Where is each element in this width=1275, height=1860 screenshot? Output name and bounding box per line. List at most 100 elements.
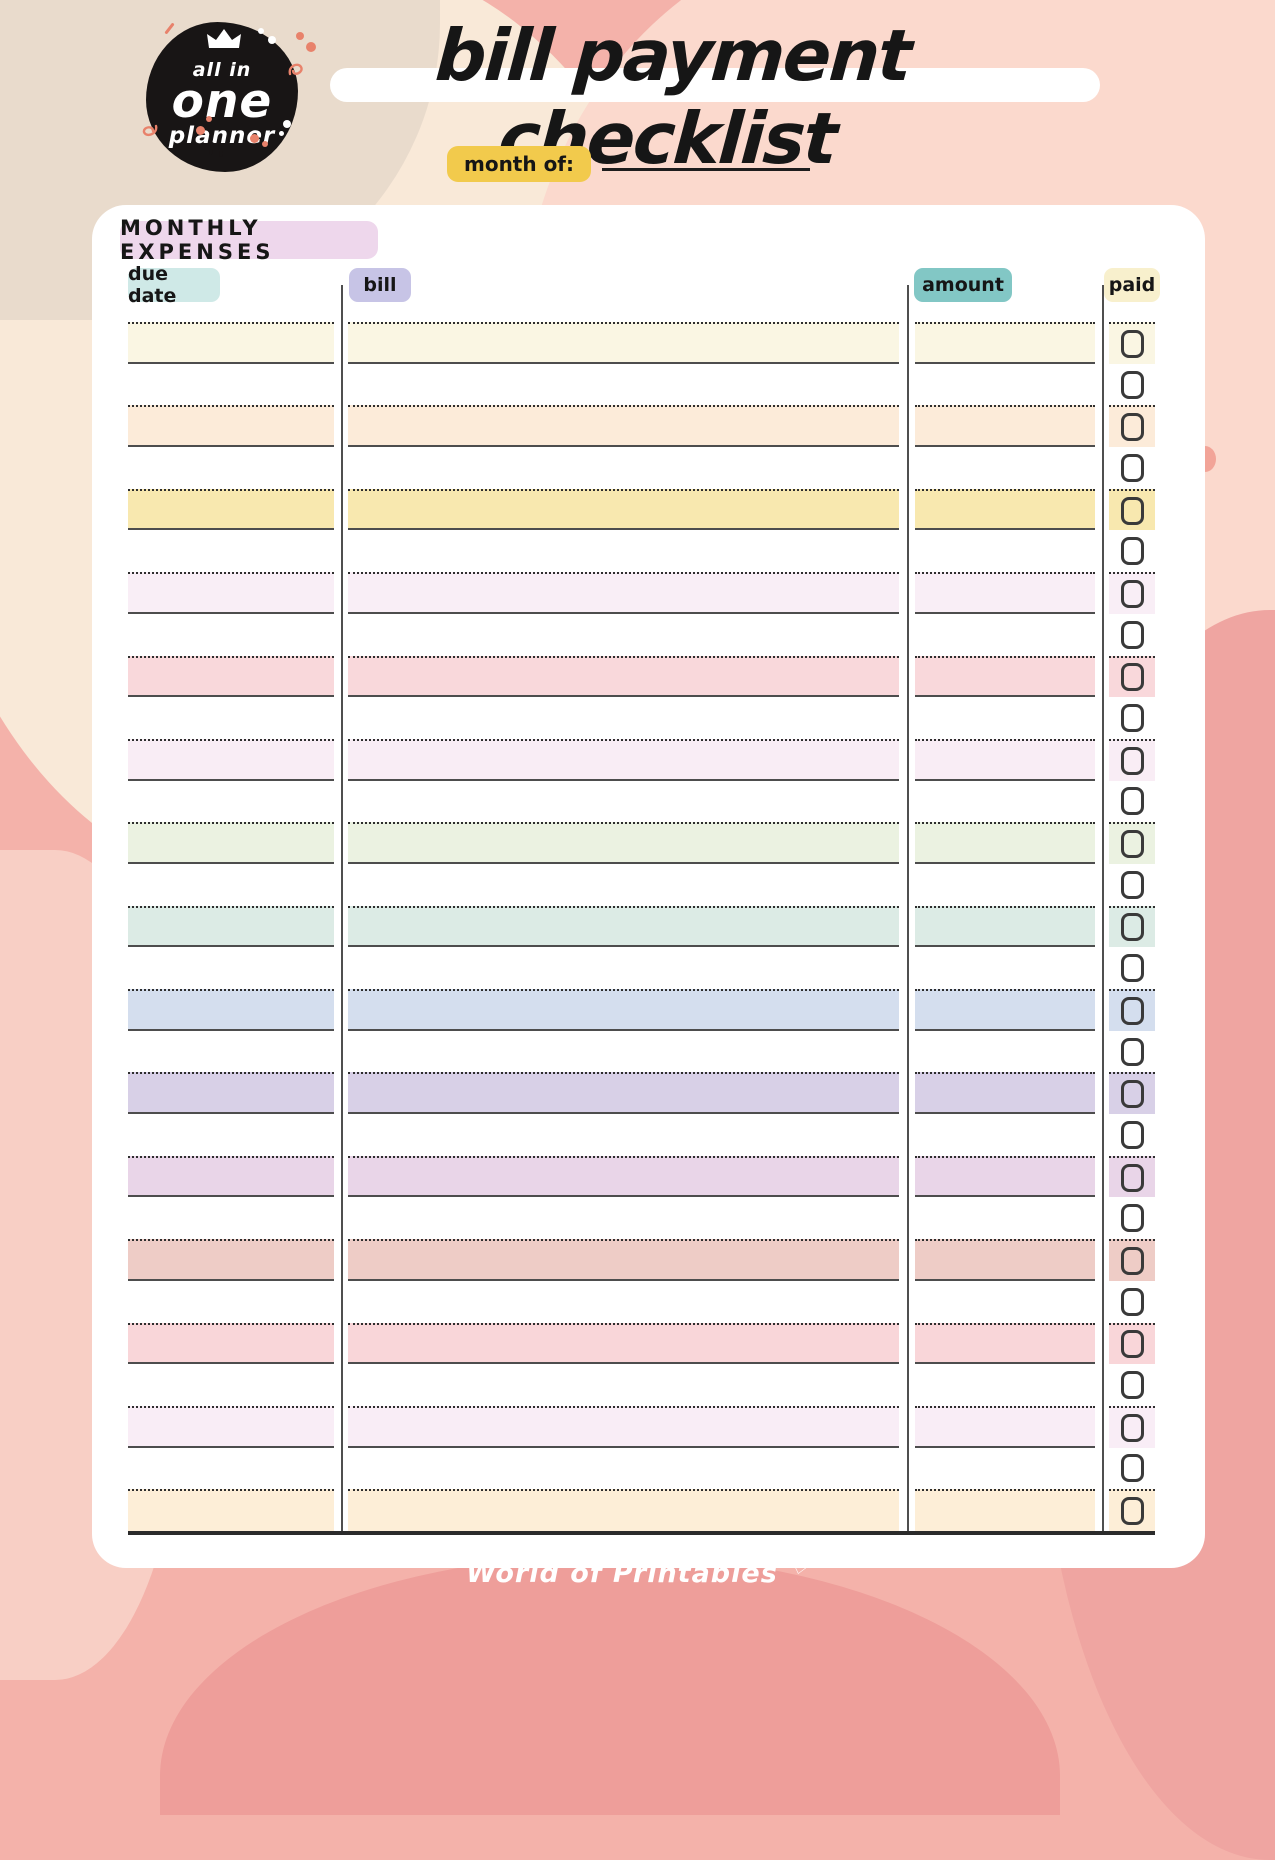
due-date-cell[interactable] bbox=[128, 1114, 334, 1156]
bill-cell[interactable] bbox=[348, 989, 899, 1031]
amount-cell[interactable] bbox=[915, 905, 1095, 948]
bill-cell[interactable] bbox=[348, 697, 899, 739]
bill-cell[interactable] bbox=[348, 947, 899, 989]
bill-cell[interactable] bbox=[348, 738, 899, 781]
due-date-cell[interactable] bbox=[128, 1322, 334, 1365]
paid-checkbox[interactable] bbox=[1120, 620, 1144, 649]
amount-cell[interactable] bbox=[915, 738, 1095, 781]
due-date-cell[interactable] bbox=[128, 572, 334, 614]
bill-cell[interactable] bbox=[348, 1114, 899, 1156]
due-date-cell[interactable] bbox=[128, 1155, 334, 1198]
bill-cell[interactable] bbox=[348, 1448, 899, 1490]
amount-cell[interactable] bbox=[915, 530, 1095, 572]
amount-cell[interactable] bbox=[915, 697, 1095, 739]
due-date-cell[interactable] bbox=[128, 655, 334, 698]
amount-cell[interactable] bbox=[915, 1448, 1095, 1490]
due-date-cell[interactable] bbox=[128, 530, 334, 572]
paid-checkbox[interactable] bbox=[1120, 913, 1144, 942]
paid-checkbox[interactable] bbox=[1120, 1454, 1144, 1483]
amount-cell[interactable] bbox=[915, 864, 1095, 906]
paid-checkbox[interactable] bbox=[1120, 1246, 1144, 1275]
due-date-cell[interactable] bbox=[128, 1197, 334, 1239]
bill-cell[interactable] bbox=[348, 781, 899, 823]
amount-cell[interactable] bbox=[915, 781, 1095, 823]
due-date-cell[interactable] bbox=[128, 697, 334, 739]
amount-cell[interactable] bbox=[915, 1364, 1095, 1406]
paid-checkbox[interactable] bbox=[1120, 663, 1144, 692]
amount-cell[interactable] bbox=[915, 1155, 1095, 1198]
amount-cell[interactable] bbox=[915, 405, 1095, 448]
due-date-cell[interactable] bbox=[128, 1239, 334, 1281]
bill-cell[interactable] bbox=[348, 1197, 899, 1239]
paid-checkbox[interactable] bbox=[1120, 537, 1144, 566]
amount-cell[interactable] bbox=[915, 572, 1095, 614]
paid-checkbox[interactable] bbox=[1120, 1080, 1144, 1109]
due-date-cell[interactable] bbox=[128, 947, 334, 989]
amount-cell[interactable] bbox=[915, 447, 1095, 489]
paid-checkbox[interactable] bbox=[1120, 996, 1144, 1025]
paid-checkbox[interactable] bbox=[1120, 954, 1144, 983]
paid-checkbox[interactable] bbox=[1120, 1371, 1144, 1400]
amount-cell[interactable] bbox=[915, 655, 1095, 698]
bill-cell[interactable] bbox=[348, 1405, 899, 1448]
bill-cell[interactable] bbox=[348, 864, 899, 906]
paid-checkbox[interactable] bbox=[1120, 870, 1144, 899]
amount-cell[interactable] bbox=[915, 1281, 1095, 1323]
amount-cell[interactable] bbox=[915, 364, 1095, 406]
paid-checkbox[interactable] bbox=[1120, 1037, 1144, 1066]
bill-cell[interactable] bbox=[348, 905, 899, 948]
due-date-cell[interactable] bbox=[128, 1405, 334, 1448]
paid-checkbox[interactable] bbox=[1120, 1287, 1144, 1316]
amount-cell[interactable] bbox=[915, 1322, 1095, 1365]
bill-cell[interactable] bbox=[348, 364, 899, 406]
bill-cell[interactable] bbox=[348, 822, 899, 864]
paid-checkbox[interactable] bbox=[1120, 579, 1144, 608]
due-date-cell[interactable] bbox=[128, 905, 334, 948]
paid-checkbox[interactable] bbox=[1120, 1413, 1144, 1442]
bill-cell[interactable] bbox=[348, 1281, 899, 1323]
paid-checkbox[interactable] bbox=[1120, 329, 1144, 358]
paid-checkbox[interactable] bbox=[1120, 1204, 1144, 1233]
bill-cell[interactable] bbox=[348, 572, 899, 614]
amount-cell[interactable] bbox=[915, 1197, 1095, 1239]
due-date-cell[interactable] bbox=[128, 1448, 334, 1490]
paid-checkbox[interactable] bbox=[1120, 496, 1144, 525]
amount-cell[interactable] bbox=[915, 1405, 1095, 1448]
paid-checkbox[interactable] bbox=[1120, 704, 1144, 733]
paid-checkbox[interactable] bbox=[1120, 370, 1144, 399]
bill-cell[interactable] bbox=[348, 614, 899, 656]
paid-checkbox[interactable] bbox=[1120, 787, 1144, 816]
bill-cell[interactable] bbox=[348, 1072, 899, 1115]
bill-cell[interactable] bbox=[348, 1031, 899, 1073]
amount-cell[interactable] bbox=[915, 1031, 1095, 1073]
due-date-cell[interactable] bbox=[128, 488, 334, 531]
bill-cell[interactable] bbox=[348, 322, 899, 364]
due-date-cell[interactable] bbox=[128, 1281, 334, 1323]
amount-cell[interactable] bbox=[915, 1489, 1095, 1531]
due-date-cell[interactable] bbox=[128, 364, 334, 406]
amount-cell[interactable] bbox=[915, 1072, 1095, 1115]
due-date-cell[interactable] bbox=[128, 447, 334, 489]
due-date-cell[interactable] bbox=[128, 738, 334, 781]
paid-checkbox[interactable] bbox=[1120, 1330, 1144, 1359]
paid-checkbox[interactable] bbox=[1120, 1163, 1144, 1192]
bill-cell[interactable] bbox=[348, 1489, 899, 1531]
due-date-cell[interactable] bbox=[128, 864, 334, 906]
amount-cell[interactable] bbox=[915, 614, 1095, 656]
amount-cell[interactable] bbox=[915, 322, 1095, 364]
due-date-cell[interactable] bbox=[128, 1364, 334, 1406]
paid-checkbox[interactable] bbox=[1120, 746, 1144, 775]
amount-cell[interactable] bbox=[915, 1239, 1095, 1281]
paid-checkbox[interactable] bbox=[1120, 1120, 1144, 1149]
bill-cell[interactable] bbox=[348, 1364, 899, 1406]
due-date-cell[interactable] bbox=[128, 405, 334, 448]
bill-cell[interactable] bbox=[348, 405, 899, 448]
amount-cell[interactable] bbox=[915, 488, 1095, 531]
bill-cell[interactable] bbox=[348, 1155, 899, 1198]
bill-cell[interactable] bbox=[348, 1239, 899, 1281]
bill-cell[interactable] bbox=[348, 655, 899, 698]
amount-cell[interactable] bbox=[915, 822, 1095, 864]
due-date-cell[interactable] bbox=[128, 781, 334, 823]
paid-checkbox[interactable] bbox=[1120, 413, 1144, 442]
due-date-cell[interactable] bbox=[128, 1072, 334, 1115]
